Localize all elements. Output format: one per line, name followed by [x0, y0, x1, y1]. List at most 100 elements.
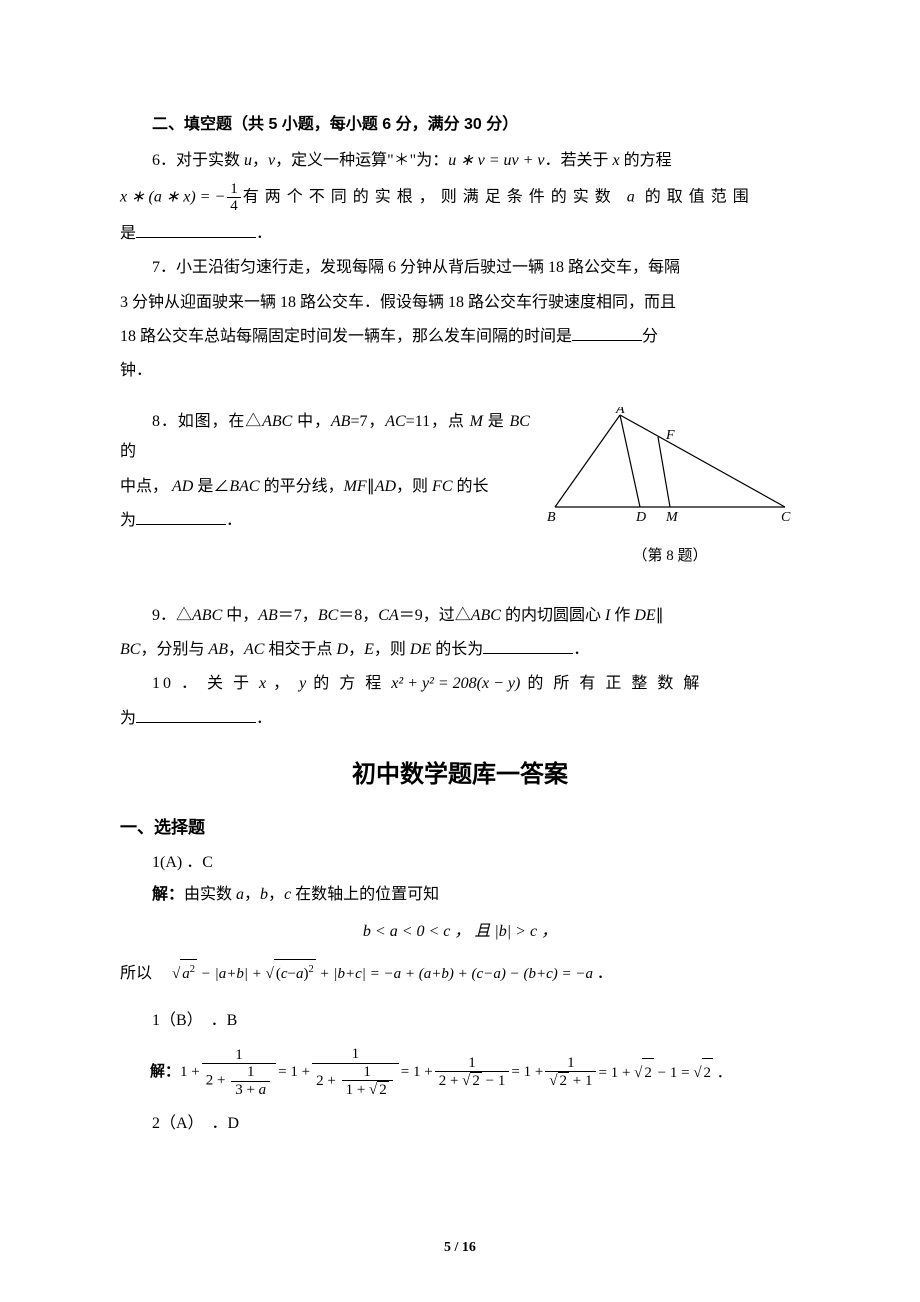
q9-t2: 中，	[222, 607, 258, 624]
answers-title: 初中数学题库一答案	[120, 752, 800, 798]
a1A-final: 所以 a2 − |a+b| + (c−a)2 + |b+c| = −a + (a…	[120, 959, 800, 989]
q9-l1: 9．△ABC 中，AB＝7，BC＝8，CA＝9，过△ABC 的内切圆圆心 I 作…	[120, 601, 800, 631]
q9-BC: BC	[318, 607, 338, 624]
q9-t5: ，分别与	[140, 641, 208, 658]
q8-AB: AB	[331, 413, 351, 430]
q9-par: ∥	[656, 607, 664, 624]
q8-t2: 中，	[292, 413, 331, 430]
q8-caption: （第 8 题）	[540, 542, 800, 571]
q8-MF: MF	[344, 478, 367, 495]
q8-t9: 的长	[453, 478, 489, 495]
q6-eq2l: x ∗ (a ∗ x) = −	[120, 188, 225, 205]
q8-BC: BC	[510, 413, 530, 430]
q9-ABC: ABC	[192, 607, 222, 624]
q8-l3: 为．	[120, 506, 530, 536]
q9-e2: ＝8，	[338, 607, 378, 624]
q8-BAC: BAC	[229, 478, 259, 495]
q8-AC: AC	[385, 413, 405, 430]
q8-t7: 的平分线，	[260, 478, 344, 495]
q6-t5: 有两个不同的实根，则满足条件的实数	[243, 188, 617, 205]
q9-t7: 相交于点	[264, 641, 336, 658]
q8-t3: 是	[483, 413, 510, 430]
q8-t5: 中点，	[120, 478, 172, 495]
q6-a: a	[627, 188, 635, 205]
q6-line3: 是．	[120, 219, 800, 249]
a1B-label: 1（B） ．B	[120, 1006, 800, 1036]
q10-x: x	[259, 675, 266, 692]
q10-l2: 为．	[120, 704, 800, 734]
q9-E: E	[364, 641, 374, 658]
q10-t1: 10 ． 关 于	[152, 675, 252, 692]
q6-line2: x ∗ (a ∗ x) = −14有两个不同的实根，则满足条件的实数 a 的取值…	[120, 181, 800, 215]
a1A-b: b	[260, 886, 268, 903]
q9-BC2: BC	[120, 641, 140, 658]
q8-p: ．	[226, 512, 242, 529]
svg-text:B: B	[547, 510, 556, 525]
q7-blank	[572, 325, 642, 341]
q6-t3: ．若关于	[545, 152, 613, 169]
svg-text:F: F	[665, 428, 675, 443]
q8-t1: 8．如图，在△	[152, 413, 262, 430]
q6-fnum: 1	[227, 181, 241, 198]
q10-y: y	[299, 675, 306, 692]
q10-blank	[136, 707, 256, 723]
q9-l2: BC，分别与 AB，AC 相交于点 D，E，则 DE 的长为．	[120, 635, 800, 665]
q8-figure: ABDMCF	[545, 407, 795, 527]
q10-eq: x² + y² = 208(x − y)	[391, 675, 520, 692]
q6-t4: 的方程	[620, 152, 672, 169]
q10-l1: 10 ． 关 于 x ， y 的 方 程 x² + y² = 208(x − y…	[120, 669, 800, 699]
q6-t6: 的取值范围	[645, 188, 755, 205]
q6-fden: 4	[227, 197, 241, 215]
q10-p: ．	[256, 710, 272, 727]
a1A-label: 1(A) ．C	[120, 848, 800, 878]
q9-CA: CA	[378, 607, 398, 624]
q6-line1: 6．对于实数 u，v，定义一种运算"＊"为：u ∗ v = uv + v．若关于…	[120, 146, 800, 176]
q8-t10: 为	[120, 512, 136, 529]
q6-blank	[136, 222, 256, 238]
a1A-sol: 解：由实数 a，b，c 在数轴上的位置可知	[120, 880, 800, 910]
q10-c: ，	[273, 675, 292, 692]
q9-t6: ，	[228, 641, 244, 658]
a1A-ineq: b < a < 0 < c ， 且 |b| > c ，	[120, 917, 800, 947]
q9-AC: AC	[244, 641, 264, 658]
answers-heading: 一、选择题	[120, 812, 800, 844]
q8-M: M	[470, 413, 483, 430]
svg-text:M: M	[665, 510, 679, 525]
svg-text:C: C	[781, 510, 791, 525]
q9-DE: DE	[634, 607, 655, 624]
page-number: 5 / 16	[0, 1235, 920, 1262]
q6-eq1: u ∗ v = uv + v	[448, 152, 544, 169]
q9-e3: ＝9，过△	[399, 607, 471, 624]
a1A-fp: 所以	[120, 965, 168, 982]
q10-t3: 的 所 有 正 整 数 解	[527, 675, 702, 692]
q10-t4: 为	[120, 710, 136, 727]
q9-AB: AB	[258, 607, 278, 624]
q8-t6: 是∠	[193, 478, 229, 495]
section-heading: 二、填空题（共 5 小题，每小题 6 分，满分 30 分）	[120, 110, 800, 140]
a1A-sl: 解：	[152, 886, 184, 903]
q6-u: u	[244, 152, 252, 169]
q7-l4: 钟．	[120, 356, 800, 386]
a1B-sl: 解：	[150, 1058, 180, 1087]
a1A-st2: 在数轴上的位置可知	[291, 886, 439, 903]
q9-t1: 9．△	[152, 607, 192, 624]
q9-t9: ，则	[374, 641, 410, 658]
q6-c1: ，	[252, 152, 268, 169]
q9-blank	[483, 638, 573, 654]
q6-t2: ，定义一种运算"＊"为：	[275, 152, 448, 169]
q8-blank	[136, 509, 226, 525]
q8-e2: =11，点	[406, 413, 470, 430]
q9-t10: 的长为	[431, 641, 483, 658]
q9-t8: ，	[348, 641, 364, 658]
svg-text:A: A	[615, 407, 625, 417]
q8-AD: AD	[172, 478, 193, 495]
q8-FC: FC	[432, 478, 452, 495]
q9-e1: ＝7，	[278, 607, 318, 624]
q7-l3b: 分	[642, 328, 658, 345]
q6-p: ．	[256, 225, 272, 242]
q7-l2: 3 分钟从迎面驶来一辆 18 路公交车．假设每辆 18 路公交车行驶速度相同，而…	[120, 288, 800, 318]
q8-l2: 中点， AD 是∠BAC 的平分线，MF∥AD，则 FC 的长	[120, 472, 530, 502]
q7-l3: 18 路公交车总站每隔固定时间发一辆车，那么发车间隔的时间是 分	[120, 322, 800, 352]
q7-l3a: 18 路公交车总站每隔固定时间发一辆车，那么发车间隔的时间是	[120, 328, 572, 345]
q9-AB2: AB	[208, 641, 228, 658]
